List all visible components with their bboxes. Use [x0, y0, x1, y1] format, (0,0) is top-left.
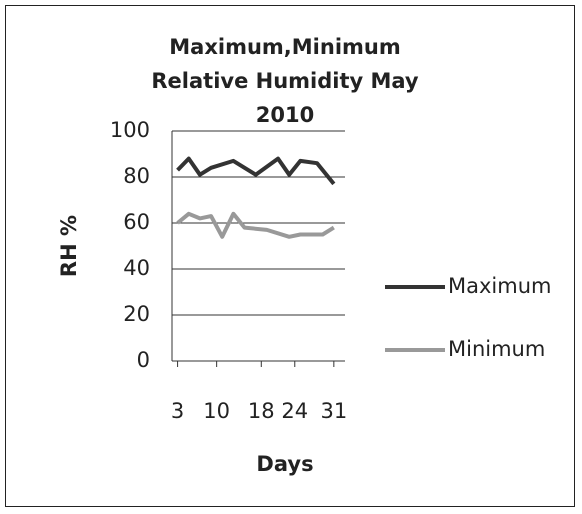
y-tick-label: 20 — [123, 302, 150, 326]
y-tick-label: 0 — [137, 348, 150, 372]
chart-frame — [5, 5, 575, 507]
x-axis-label: Days — [256, 452, 313, 476]
legend-label: Maximum — [448, 274, 551, 298]
x-tick-label: 18 — [248, 399, 275, 423]
y-tick-label: 80 — [123, 164, 150, 188]
y-tick-label: 60 — [123, 210, 150, 234]
y-tick-label: 100 — [110, 118, 150, 142]
x-tick-label: 10 — [203, 399, 230, 423]
chart-title: Maximum,Minimum Relative Humidity May 20… — [151, 35, 419, 127]
x-tick-label: 24 — [281, 399, 308, 423]
line-series — [176, 156, 336, 186]
x-tick-label: 31 — [320, 399, 347, 423]
legend-label: Minimum — [448, 337, 545, 361]
x-tick-label: 3 — [171, 399, 184, 423]
y-axis-label: RH % — [57, 215, 81, 277]
y-tick-label: 40 — [123, 256, 150, 280]
line-series — [176, 211, 335, 239]
